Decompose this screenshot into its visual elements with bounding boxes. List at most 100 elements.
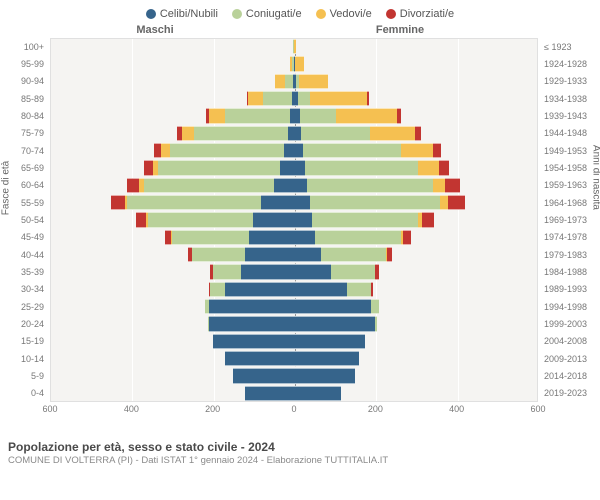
legend-item: Divorziati/e xyxy=(386,8,454,20)
bar-segment xyxy=(375,264,378,279)
female-bar xyxy=(294,108,401,123)
male-bar xyxy=(144,160,294,175)
bar-segment xyxy=(225,351,294,366)
x-axis: 6004002000200400600 xyxy=(50,404,538,418)
female-bar xyxy=(294,247,392,262)
birth-year-label: 1999-2003 xyxy=(544,319,587,329)
bar-segment xyxy=(445,178,460,193)
bar-segment xyxy=(245,247,294,262)
age-label: 60-64 xyxy=(21,180,44,190)
bar-segment xyxy=(303,143,401,158)
female-bar xyxy=(294,282,373,297)
bar-segment xyxy=(371,282,373,297)
age-label: 65-69 xyxy=(21,163,44,173)
bar-segment xyxy=(209,108,225,123)
bar-segment xyxy=(192,247,245,262)
bar-segment xyxy=(331,264,376,279)
plot-area xyxy=(50,38,538,402)
female-bar xyxy=(294,160,449,175)
legend-label: Vedovi/e xyxy=(330,8,372,20)
legend-swatch xyxy=(146,9,156,19)
bar-segment xyxy=(300,108,337,123)
bar-segment xyxy=(299,74,328,89)
bar-segment xyxy=(213,264,241,279)
birth-year-label: 1959-1963 xyxy=(544,180,587,190)
male-bar xyxy=(209,282,294,297)
age-row xyxy=(51,195,537,210)
age-label: 10-14 xyxy=(21,354,44,364)
birth-year-label: 1939-1943 xyxy=(544,111,587,121)
bar-segment xyxy=(248,91,263,106)
birth-year-label: 2019-2023 xyxy=(544,388,587,398)
birth-year-label: 1979-1983 xyxy=(544,250,587,260)
chart-wrap: Fasce di età Anni di nascita 100+95-9990… xyxy=(0,38,600,436)
age-label: 0-4 xyxy=(31,388,44,398)
birth-year-label: 1949-1953 xyxy=(544,146,587,156)
male-bar xyxy=(136,212,294,227)
birth-year-label: 1989-1993 xyxy=(544,284,587,294)
x-tick: 400 xyxy=(124,404,139,414)
bar-segment xyxy=(298,91,310,106)
birth-year-label: 2009-2013 xyxy=(544,354,587,364)
age-label: 55-59 xyxy=(21,198,44,208)
bar-segment xyxy=(158,160,280,175)
birth-year-label: 1954-1958 xyxy=(544,163,587,173)
birth-year-label: 1944-1948 xyxy=(544,128,587,138)
birth-year-label: 1974-1978 xyxy=(544,232,587,242)
bar-segment xyxy=(253,212,294,227)
bar-segment xyxy=(144,160,153,175)
legend-swatch xyxy=(232,9,242,19)
age-label: 20-24 xyxy=(21,319,44,329)
bar-segment xyxy=(294,126,301,141)
footer: Popolazione per età, sesso e stato civil… xyxy=(0,436,600,466)
birth-year-label: 1934-1938 xyxy=(544,94,587,104)
birth-year-label: 1929-1933 xyxy=(544,76,587,86)
female-bar xyxy=(294,334,365,349)
legend-label: Divorziati/e xyxy=(400,8,454,20)
bar-segment xyxy=(161,143,170,158)
bar-segment xyxy=(275,74,285,89)
bar-segment xyxy=(209,299,294,314)
bar-segment xyxy=(144,178,274,193)
female-bar xyxy=(294,143,441,158)
age-row xyxy=(51,299,537,314)
female-bar xyxy=(294,299,379,314)
bar-segment xyxy=(422,212,434,227)
male-bar xyxy=(154,143,294,158)
age-row xyxy=(51,282,537,297)
bar-segment xyxy=(148,212,254,227)
bar-segment xyxy=(301,126,370,141)
bar-segment xyxy=(312,212,418,227)
bar-segment xyxy=(209,316,294,331)
bar-segment xyxy=(127,195,261,210)
male-bar xyxy=(245,386,294,401)
bar-segment xyxy=(433,143,441,158)
bar-segment xyxy=(241,264,294,279)
age-label: 95-99 xyxy=(21,59,44,69)
age-row xyxy=(51,91,537,106)
bar-segment xyxy=(245,386,294,401)
bar-segment xyxy=(294,143,303,158)
bar-segment xyxy=(310,195,440,210)
legend: Celibi/NubiliConiugati/eVedovi/eDivorzia… xyxy=(0,0,600,24)
bar-segment xyxy=(261,195,294,210)
bar-segment xyxy=(274,178,294,193)
birth-year-label: 1969-1973 xyxy=(544,215,587,225)
bar-segment xyxy=(294,195,310,210)
bar-segment xyxy=(294,39,296,54)
age-label: 25-29 xyxy=(21,302,44,312)
birth-year-label: 1994-1998 xyxy=(544,302,587,312)
bar-segment xyxy=(136,212,146,227)
male-bar xyxy=(208,316,294,331)
female-bar xyxy=(294,39,296,54)
bar-segment xyxy=(280,160,294,175)
female-bar xyxy=(294,91,369,106)
age-label: 30-34 xyxy=(21,284,44,294)
bar-segment xyxy=(294,264,331,279)
bar-segment xyxy=(284,143,294,158)
bar-segment xyxy=(182,126,194,141)
bar-segment xyxy=(210,282,225,297)
male-bar xyxy=(205,299,294,314)
age-label: 70-74 xyxy=(21,146,44,156)
female-bar xyxy=(294,264,379,279)
